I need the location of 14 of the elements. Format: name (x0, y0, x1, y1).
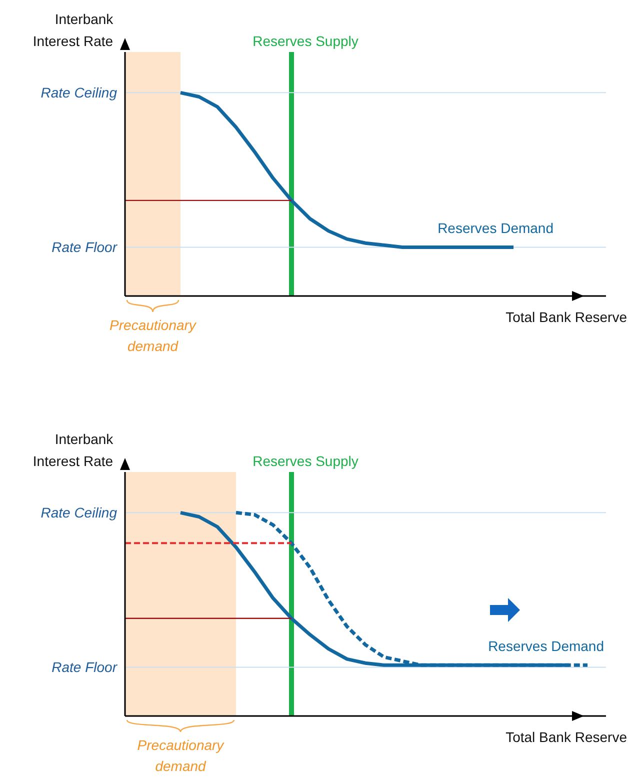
series-label: Reserves Demand (488, 638, 604, 654)
y-axis-title: Interbank Interest Rate (32, 431, 114, 469)
ref-line-label: Rate Ceiling (40, 504, 118, 521)
text: Precautionary demand (137, 737, 225, 774)
text: Precautionary demand (110, 317, 197, 354)
series-label: Reserves Demand (438, 220, 554, 236)
text: Reserves Supply (252, 453, 358, 469)
ref-line-label: Rate Floor (52, 659, 118, 676)
x-axis-title: Total Bank Reserve (506, 309, 628, 325)
text: Reserves Supply (252, 33, 358, 49)
y-axis-title: Interbank Interest Rate (32, 11, 114, 49)
ref-line-label: Rate Ceiling (40, 84, 118, 101)
ref-line-label: Rate Floor (52, 239, 118, 256)
x-axis-title: Total Bank Reserve (506, 729, 628, 745)
